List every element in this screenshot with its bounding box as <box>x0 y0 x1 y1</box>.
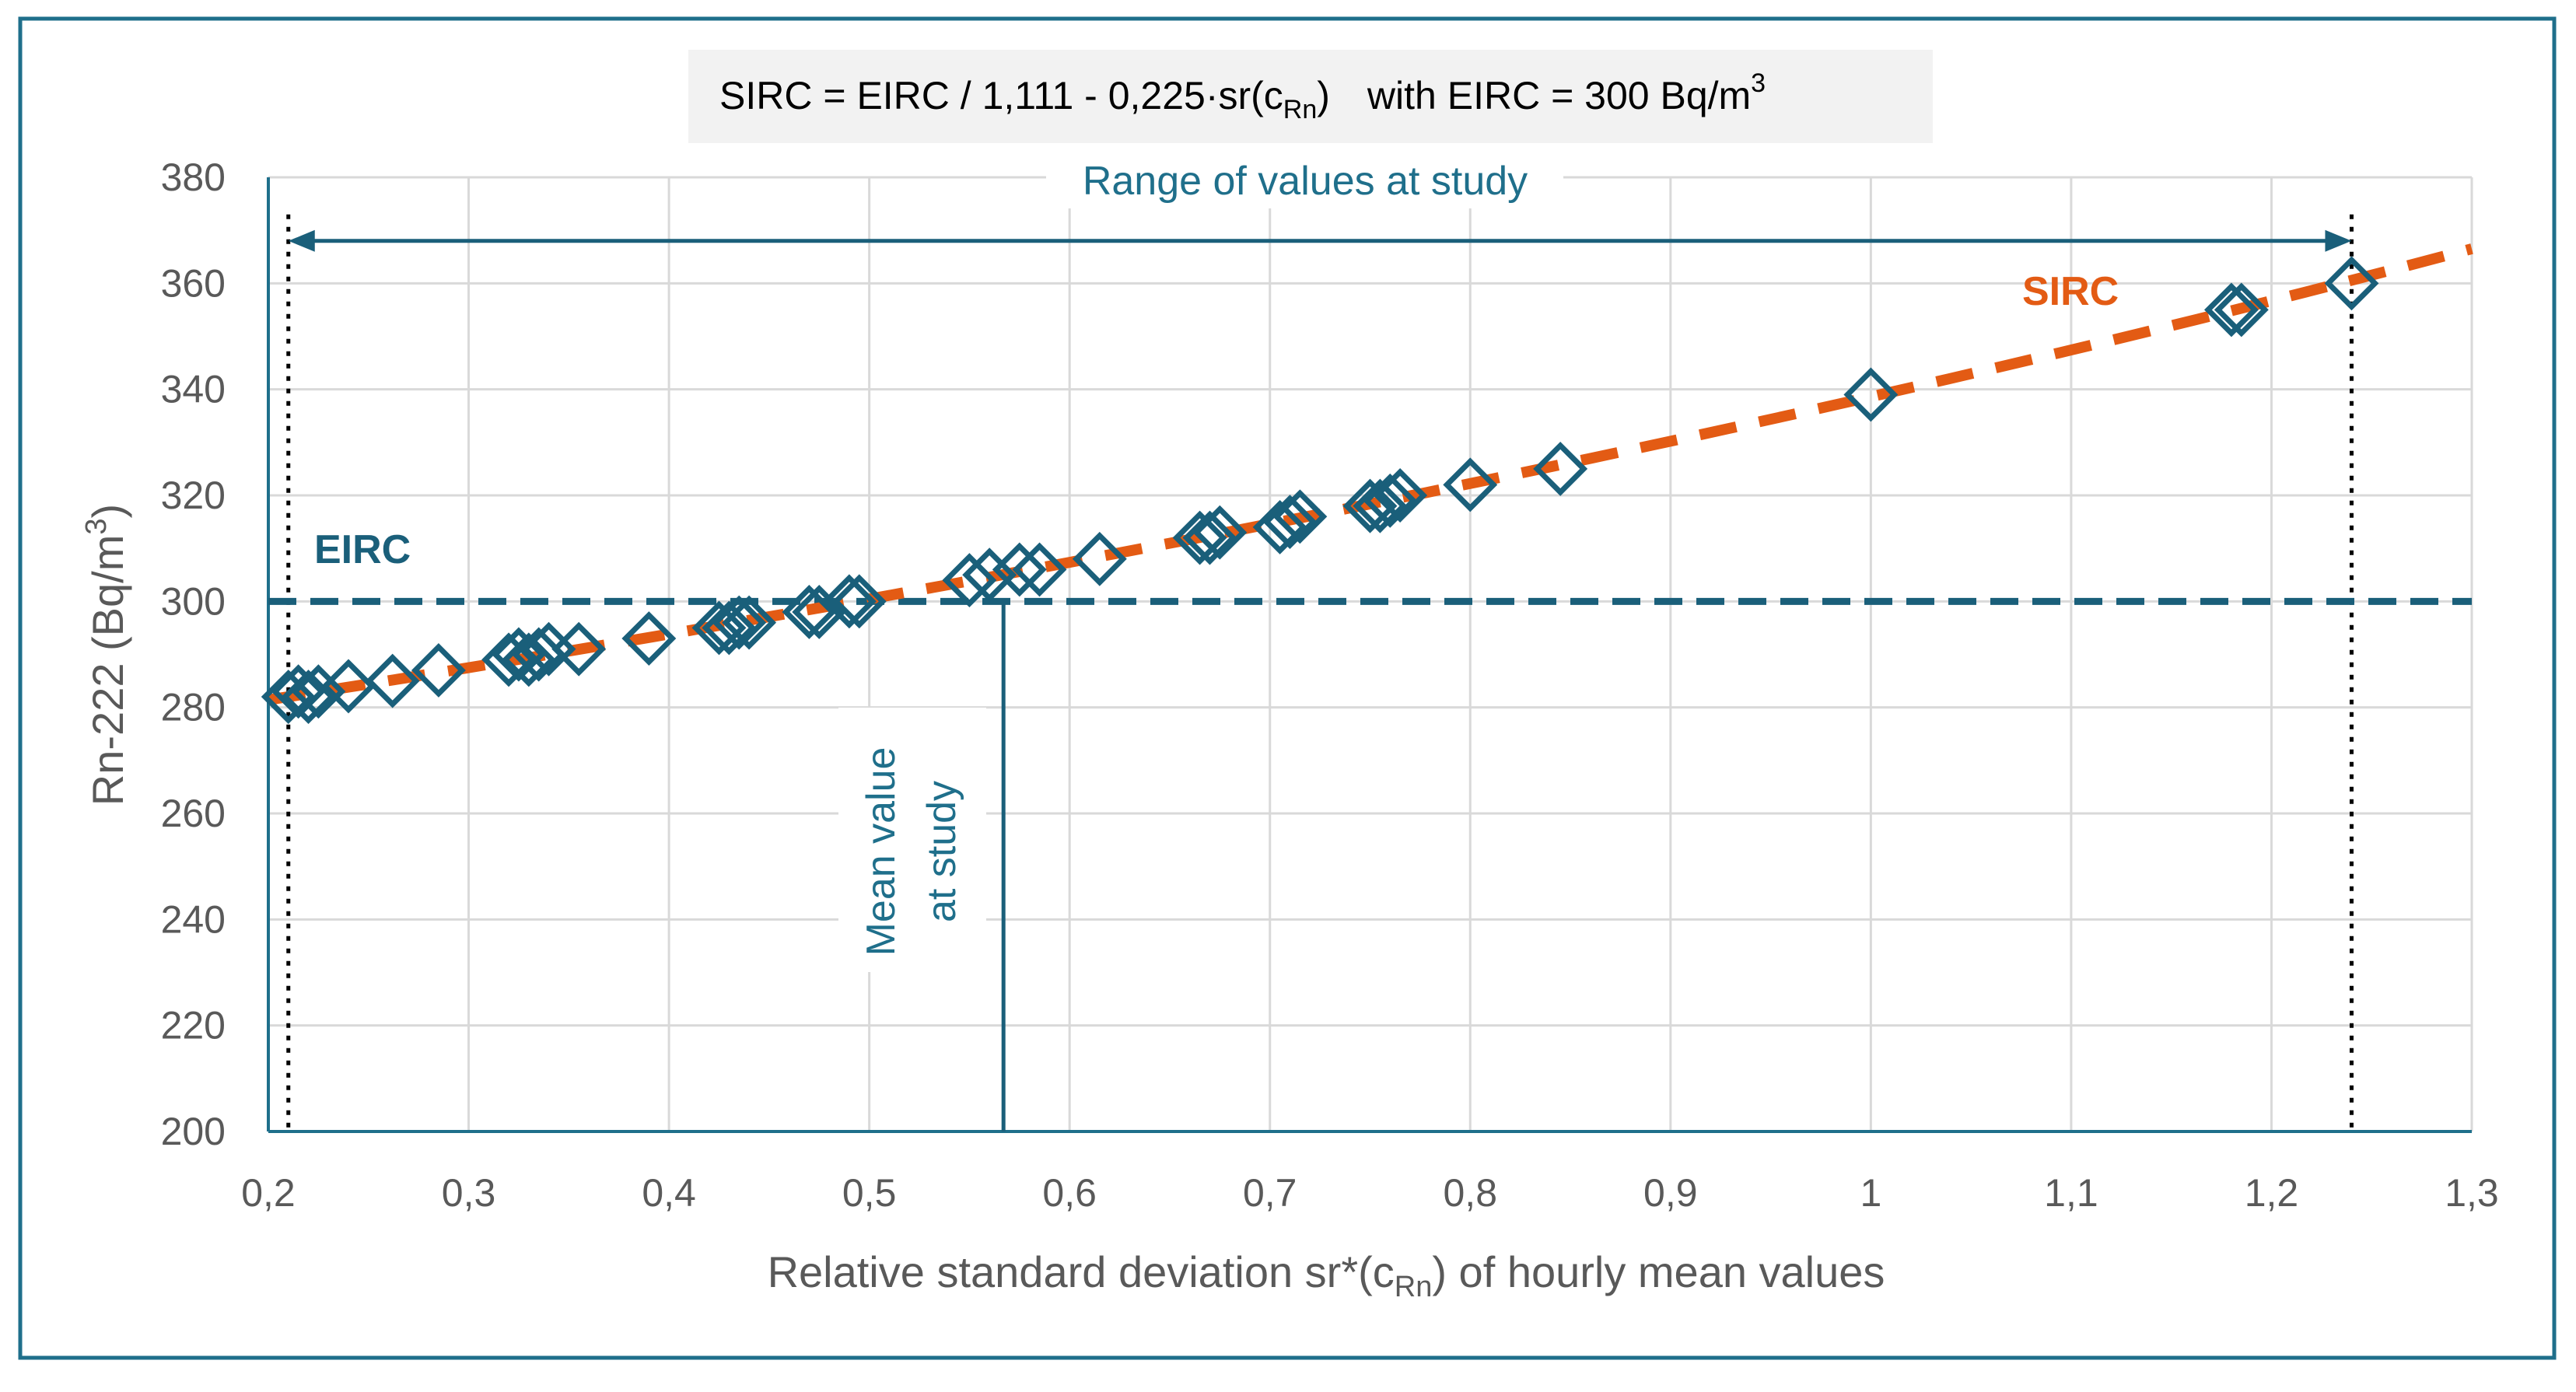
axis-layer <box>267 177 2472 1133</box>
data-point <box>992 542 1047 597</box>
x-tick-label: 0,4 <box>642 1171 696 1215</box>
sirc-label: SIRC <box>2022 269 2119 314</box>
mean-label-bg <box>838 708 986 972</box>
data-point <box>621 611 677 666</box>
data-point <box>1272 489 1328 544</box>
y-tick-label: 200 <box>161 1110 226 1153</box>
y-axis-title: Rn-222 (Bq/m3) <box>80 504 132 806</box>
data-point <box>831 574 887 629</box>
data-point <box>1373 468 1428 523</box>
x-tick-label: 0,8 <box>1444 1171 1498 1215</box>
data-point <box>1072 531 1127 586</box>
markers-layer <box>261 256 2379 724</box>
x-tick-label: 1 <box>1860 1171 1881 1215</box>
y-tick-label: 320 <box>161 474 226 517</box>
formula-text: SIRC = EIRC / 1,111 - 0,225·sr(cRn) with … <box>719 68 1766 124</box>
y-tick-label: 380 <box>161 156 226 199</box>
data-point <box>321 659 376 714</box>
data-point <box>1252 499 1307 554</box>
tick-labels: 200 220 240 260 280 300 320 340 360 380 0,2 0,3 0,4 0… <box>161 156 2499 1215</box>
y-tick-label: 360 <box>161 261 226 305</box>
range-label-bg <box>1046 154 1563 208</box>
x-tick-label: 0,9 <box>1643 1171 1698 1215</box>
data-point <box>1353 478 1408 533</box>
data-point <box>291 664 346 719</box>
eirc-label: EIRC <box>314 527 411 572</box>
data-point <box>2214 282 2269 338</box>
y-tick-label: 260 <box>161 792 226 835</box>
data-point <box>481 632 537 687</box>
y-tick-label: 240 <box>161 897 226 941</box>
range-label: Range of values at study <box>1083 159 1528 204</box>
x-tick-label: 1,2 <box>2245 1171 2299 1215</box>
x-tick-label: 0,5 <box>842 1171 897 1215</box>
x-tick-label: 0,2 <box>241 1171 296 1215</box>
data-point <box>271 664 326 719</box>
data-point <box>261 670 316 724</box>
data-point <box>501 632 556 687</box>
x-tick-label: 0,6 <box>1042 1171 1097 1215</box>
data-point <box>551 621 607 677</box>
data-point <box>1443 457 1498 512</box>
data-point <box>491 627 546 682</box>
data-point <box>821 574 877 629</box>
data-point <box>1012 542 1067 597</box>
data-point <box>691 600 747 656</box>
formula-box <box>688 50 1933 143</box>
data-point <box>1172 510 1227 565</box>
data-point <box>702 600 757 656</box>
x-axis-title: Relative standard deviation sr*(cRn) of … <box>768 1247 1885 1303</box>
data-point <box>712 595 767 650</box>
data-point <box>782 585 837 639</box>
data-point <box>2324 256 2379 311</box>
data-point <box>792 585 847 639</box>
x-tick-label: 1,3 <box>2445 1171 2499 1215</box>
mean-label-line1: Mean value <box>859 747 904 957</box>
data-point <box>2203 282 2259 338</box>
data-point <box>962 547 1017 603</box>
y-tick-label: 300 <box>161 579 226 623</box>
data-point <box>1533 441 1588 496</box>
data-point <box>1262 495 1318 550</box>
data-point <box>1192 505 1248 560</box>
data-point <box>722 595 777 650</box>
x-tick-label: 0,7 <box>1243 1171 1297 1215</box>
annotation-layer <box>288 229 2352 252</box>
x-tick-label: 0,3 <box>442 1171 496 1215</box>
y-tick-label: 220 <box>161 1004 226 1047</box>
data-point <box>942 553 997 608</box>
data-point <box>365 653 420 708</box>
x-tick-label: 1,1 <box>2044 1171 2098 1215</box>
data-point <box>411 643 466 698</box>
mean-label-line2: at study <box>919 781 964 922</box>
data-point <box>281 670 336 724</box>
data-point <box>1363 473 1418 528</box>
data-point <box>1342 478 1398 533</box>
data-point <box>1182 510 1237 565</box>
y-tick-label: 280 <box>161 686 226 729</box>
range-arrow-right-head <box>2325 229 2352 252</box>
outer-frame <box>18 16 2557 1360</box>
y-tick-label: 340 <box>161 368 226 411</box>
range-arrow-left-head <box>288 229 315 252</box>
data-point <box>1843 367 1899 422</box>
